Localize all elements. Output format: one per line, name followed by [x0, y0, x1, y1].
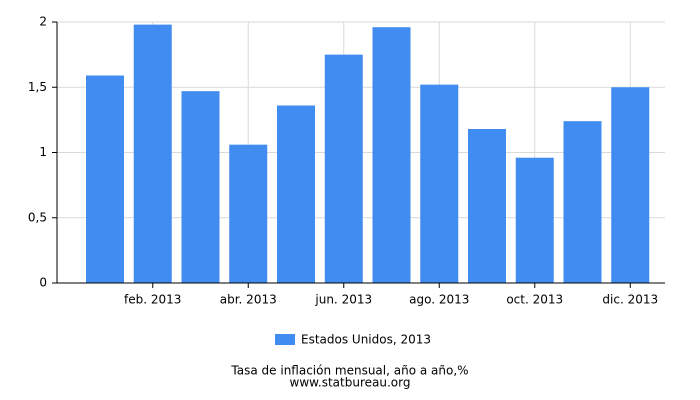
bar	[611, 87, 650, 283]
y-tick-label: 2	[39, 15, 47, 29]
x-tick-label: dic. 2013	[602, 293, 658, 307]
x-tick-label: abr. 2013	[220, 293, 277, 307]
x-tick-label: feb. 2013	[124, 293, 181, 307]
bar	[515, 157, 554, 283]
y-tick-label: 1,5	[28, 80, 47, 94]
bar	[420, 84, 459, 283]
bar	[277, 105, 315, 284]
x-tick-label: ago. 2013	[409, 293, 469, 307]
bar	[86, 75, 124, 283]
legend-label: Estados Unidos, 2013	[301, 333, 431, 347]
y-tick-label: 0	[39, 276, 47, 290]
bar	[563, 121, 602, 284]
bar	[372, 27, 411, 283]
bar	[181, 91, 220, 283]
x-tick-label: jun. 2013	[314, 293, 372, 307]
legend-swatch	[275, 334, 295, 345]
bar	[468, 129, 506, 283]
y-tick-label: 1	[39, 145, 47, 159]
bar	[229, 144, 268, 283]
chart-title: Tasa de inflación mensual, año a año,%	[230, 364, 468, 378]
x-tick-label: oct. 2013	[506, 293, 563, 307]
y-tick-label: 0,5	[28, 210, 47, 224]
chart-source: www.statbureau.org	[290, 376, 411, 390]
bar	[324, 54, 363, 283]
bar	[133, 24, 172, 284]
